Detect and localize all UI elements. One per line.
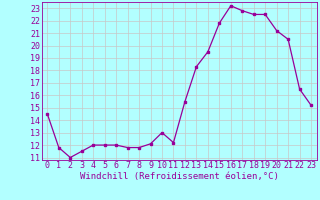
X-axis label: Windchill (Refroidissement éolien,°C): Windchill (Refroidissement éolien,°C) bbox=[80, 172, 279, 181]
